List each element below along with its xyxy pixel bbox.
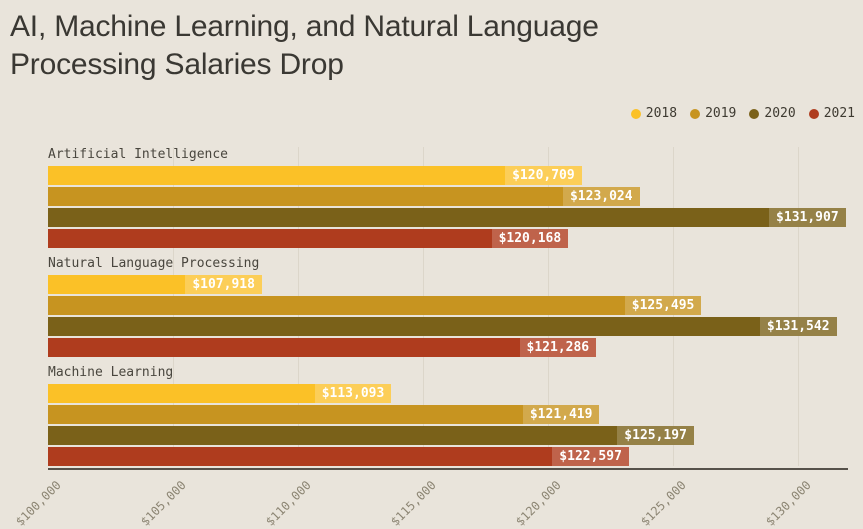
bar-value-label: $122,597 <box>552 447 629 466</box>
legend-dot-2020 <box>749 108 760 119</box>
x-tick-label: $100,000 <box>13 478 64 529</box>
x-tick-label: $110,000 <box>263 478 314 529</box>
bar-2021: $122,597 <box>48 447 629 466</box>
category-label: Natural Language Processing <box>48 256 260 271</box>
bar-row: $131,542 <box>48 317 848 336</box>
x-tick-label: $130,000 <box>763 478 814 529</box>
bar-row: $125,495 <box>48 296 848 315</box>
bar-row: $123,024 <box>48 187 848 206</box>
plot-area: Artificial Intelligence $120,709 $123,024 $… <box>48 147 848 466</box>
legend-item-2019: 2019 <box>690 106 736 121</box>
bar-value-label: $113,093 <box>314 384 392 403</box>
legend-dot-2019 <box>690 108 701 119</box>
bar-2019: $121,419 <box>48 405 600 424</box>
category-label: Machine Learning <box>48 365 174 380</box>
bar-row: $120,709 <box>48 166 848 185</box>
bar-row: $121,286 <box>48 338 848 357</box>
bar-2020: $125,197 <box>48 426 694 445</box>
bar-value-label: $107,918 <box>185 275 262 294</box>
x-tick-label: $125,000 <box>638 478 689 529</box>
bar-2021: $121,286 <box>48 338 597 357</box>
bar-row: $125,197 <box>48 426 848 445</box>
bar-row: $131,907 <box>48 208 848 227</box>
bar-row: $121,419 <box>48 405 848 424</box>
legend-item-2020: 2020 <box>749 106 796 121</box>
bar-2020: $131,542 <box>48 317 837 336</box>
legend-label-2018: 2018 <box>645 106 678 121</box>
bar-2018: $113,093 <box>48 384 392 403</box>
bar-value-label: $121,419 <box>522 405 600 424</box>
bar-2018: $120,709 <box>48 166 582 185</box>
chart-title-line2: Processing Salaries Drop <box>10 48 344 81</box>
bar-group-natural-language-processing: Natural Language Processing $107,918 $125,… <box>48 256 848 357</box>
bar-row: $113,093 <box>48 384 848 403</box>
category-label: Artificial Intelligence <box>48 147 229 162</box>
bar-2019: $123,024 <box>48 187 640 206</box>
chart-title-line1: AI, Machine Learning, and Natural Langua… <box>10 10 599 43</box>
legend-item-2021: 2021 <box>808 106 855 121</box>
legend-dot-2021 <box>808 108 819 119</box>
bar-chart: Artificial Intelligence $120,709 $123,024 $… <box>13 147 848 529</box>
legend-dot-2018 <box>630 108 641 119</box>
legend-label-2020: 2020 <box>764 106 796 121</box>
bar-2021: $120,168 <box>48 229 569 248</box>
x-tick-label: $105,000 <box>138 478 189 529</box>
bar-value-label: $120,709 <box>505 166 582 185</box>
bar-2019: $125,495 <box>48 296 702 315</box>
x-axis-line <box>48 468 848 470</box>
bar-group-machine-learning: Machine Learning $113,093 $121,419 $125,197… <box>48 365 848 466</box>
gridline <box>798 147 799 466</box>
bar-value-label: $125,495 <box>624 296 702 315</box>
bar-row: $107,918 <box>48 275 848 294</box>
bar-row: $122,597 <box>48 447 848 466</box>
x-tick-label: $115,000 <box>388 478 439 529</box>
chart-title: AI, Machine Learning, and Natural Langua… <box>10 8 599 84</box>
legend-label-2021: 2021 <box>823 106 855 121</box>
bar-group-artificial-intelligence: Artificial Intelligence $120,709 $123,024 $… <box>48 147 848 248</box>
legend: 2018 2019 2020 2021 <box>630 106 855 121</box>
bar-row: $120,168 <box>48 229 848 248</box>
bar-2018: $107,918 <box>48 275 262 294</box>
x-tick-label: $120,000 <box>513 478 564 529</box>
bar-2020: $131,907 <box>48 208 846 227</box>
bar-value-label: $125,197 <box>617 426 694 445</box>
legend-label-2019: 2019 <box>705 106 737 121</box>
legend-item-2018: 2018 <box>630 106 678 121</box>
x-axis: $100,000 $105,000 $110,000 $115,000 $120,000… <box>13 470 848 529</box>
bar-value-label: $121,286 <box>519 338 597 357</box>
bar-value-label: $123,024 <box>562 187 640 206</box>
bar-value-label: $120,168 <box>491 229 569 248</box>
bar-value-label: $131,542 <box>759 317 837 336</box>
bar-value-label: $131,907 <box>769 208 846 227</box>
